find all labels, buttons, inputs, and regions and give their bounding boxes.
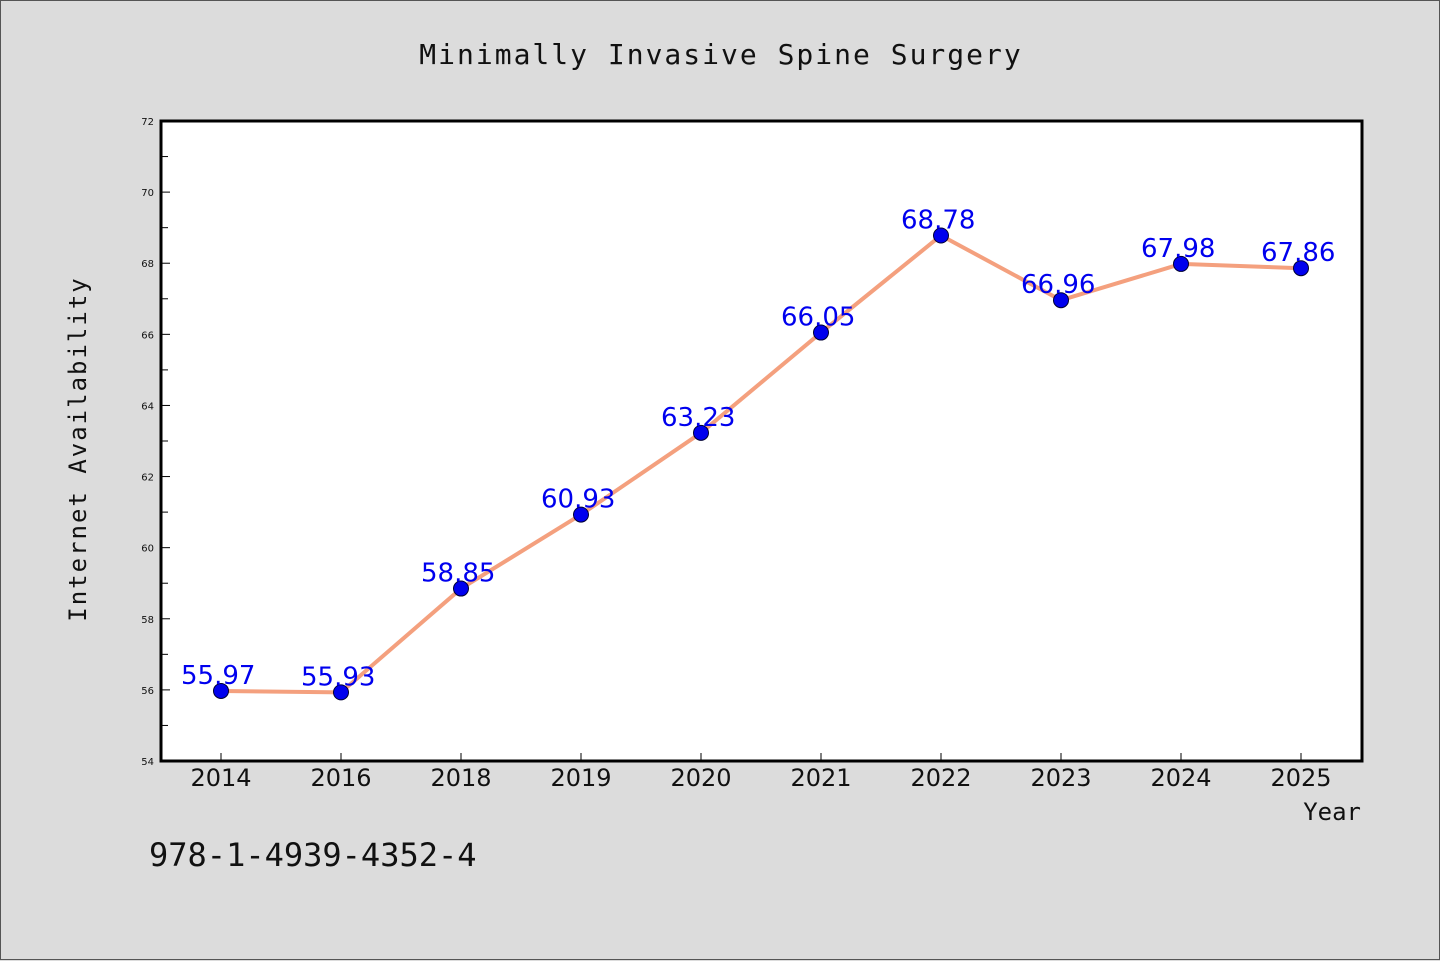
data-point xyxy=(1053,292,1069,309)
series-polyline xyxy=(220,233,1302,695)
isbn-text: 978-1-4939-4352-4 xyxy=(149,836,477,874)
x-tick-label: 2014 xyxy=(190,764,251,792)
data-label: 66.05 xyxy=(781,303,855,333)
data-point xyxy=(813,324,829,341)
data-label: 67.86 xyxy=(1261,238,1335,268)
y-tick-label: 72 xyxy=(141,117,154,128)
data-label: 55.97 xyxy=(181,661,255,691)
x-tick-label: 2021 xyxy=(790,764,851,792)
x-tick-label: 2023 xyxy=(1030,764,1091,792)
data-point xyxy=(693,424,709,441)
data-point xyxy=(573,506,589,523)
x-axis: 2014 2016 2018 2019 2020 2021 2022 2023 2024 2025 xyxy=(190,753,1332,792)
x-tick-label: 2024 xyxy=(1150,764,1211,792)
data-point xyxy=(333,684,349,701)
x-tick-label: 2020 xyxy=(670,764,731,792)
x-axis-label: Year xyxy=(1303,798,1361,826)
data-label: 60.93 xyxy=(541,485,615,515)
data-point xyxy=(213,682,229,699)
data-label: 67.98 xyxy=(1141,234,1215,264)
x-tick-label: 2025 xyxy=(1270,764,1331,792)
y-tick-label: 58 xyxy=(141,615,154,626)
x-tick-label: 2022 xyxy=(910,764,971,792)
y-tick-label: 68 xyxy=(141,259,154,270)
y-tick-label: 60 xyxy=(141,544,154,555)
x-tick-label: 2019 xyxy=(550,764,611,792)
y-tick-label: 70 xyxy=(141,188,154,199)
y-tick-label: 56 xyxy=(141,686,154,697)
plot-area xyxy=(159,119,1364,763)
y-axis: 54 56 58 60 62 64 66 68 70 72 xyxy=(141,117,170,768)
x-tick-label: 2016 xyxy=(310,764,371,792)
x-tick-label: 2018 xyxy=(430,764,491,792)
data-label: 63.23 xyxy=(661,403,735,433)
y-axis-label: Internet Availability xyxy=(64,276,92,621)
y-tick-label: 66 xyxy=(141,330,154,341)
y-tick-label: 64 xyxy=(141,401,154,412)
series-line xyxy=(213,227,1309,701)
data-label: 68.78 xyxy=(901,205,975,235)
data-label: 66.96 xyxy=(1021,270,1095,300)
data-point xyxy=(453,580,469,597)
chart-title: Minimally Invasive Spine Surgery xyxy=(419,38,1022,71)
data-point xyxy=(1293,260,1309,277)
data-point xyxy=(933,227,949,244)
data-label: 55.93 xyxy=(301,662,375,692)
y-tick-label: 62 xyxy=(141,473,154,484)
data-point xyxy=(1173,255,1189,272)
data-labels: 55.97 55.93 58.85 60.93 63.23 66.05 68.78 66.96… xyxy=(181,205,1335,692)
data-label: 58.85 xyxy=(421,559,495,589)
y-tick-label: 54 xyxy=(141,757,154,768)
